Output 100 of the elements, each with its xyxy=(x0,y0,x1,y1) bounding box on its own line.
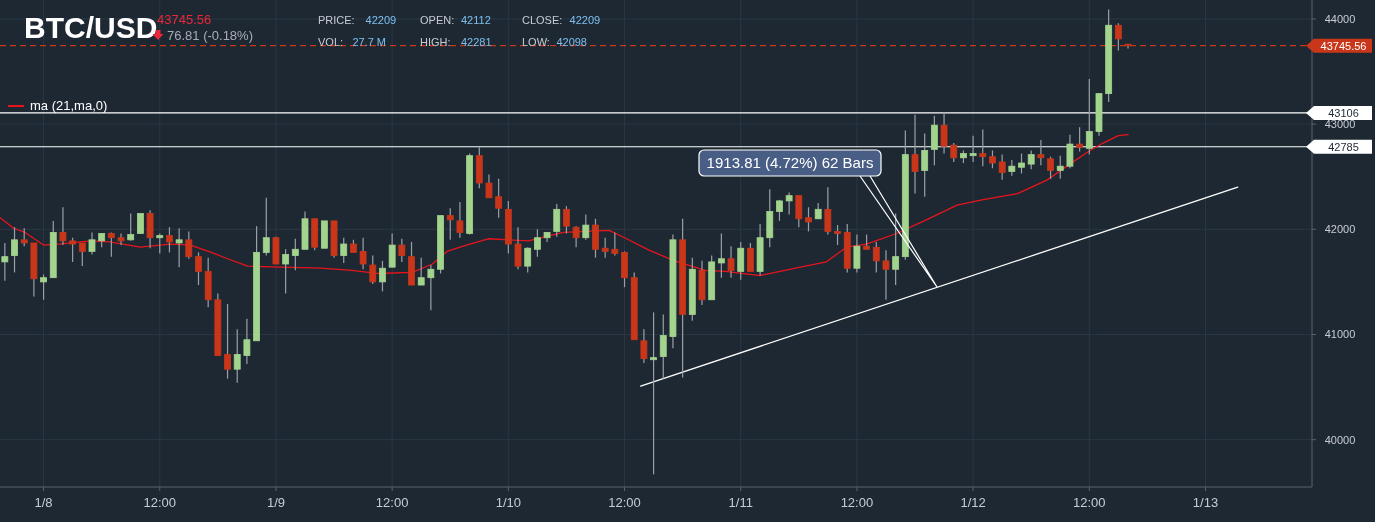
candlestick xyxy=(650,311,657,475)
x-tick-label: 1/9 xyxy=(266,495,285,510)
candlestick xyxy=(224,303,231,380)
candlestick xyxy=(882,249,890,301)
candlestick xyxy=(737,241,745,281)
annotation: LOW: 42098 xyxy=(522,36,587,48)
ref-line-label: 42785 xyxy=(1328,140,1359,153)
x-tick-label: 1/13 xyxy=(1192,495,1219,510)
candlestick xyxy=(727,245,735,279)
candlestick xyxy=(979,128,987,167)
x-tick-label: 1/11 xyxy=(728,495,753,510)
candlestick xyxy=(950,142,958,163)
candlestick xyxy=(243,318,251,365)
candlestick xyxy=(1056,155,1064,180)
candlestick xyxy=(582,213,590,241)
candlestick xyxy=(1018,152,1025,175)
candlestick xyxy=(11,226,18,274)
candlestick xyxy=(127,212,135,242)
annotation: 76.81 (-0.18%) xyxy=(167,28,253,43)
ref-line-label: 43106 xyxy=(1328,106,1359,119)
candlestick xyxy=(485,174,493,199)
candlestick xyxy=(107,231,115,258)
candlestick xyxy=(553,203,561,238)
candlestick xyxy=(1066,134,1074,169)
candlestick xyxy=(514,226,522,270)
candlestick xyxy=(156,232,164,255)
candlestick xyxy=(921,132,929,198)
candlestick xyxy=(1076,126,1084,153)
candlestick xyxy=(417,257,425,286)
x-tick-label: 12:00 xyxy=(1073,495,1106,510)
x-tick-label: 12:00 xyxy=(608,495,641,510)
candlestick xyxy=(1047,156,1054,180)
candlestick xyxy=(834,224,841,246)
candlestick xyxy=(185,230,193,260)
candlestick xyxy=(40,273,47,301)
annotation: CLOSE: 42209 xyxy=(522,14,601,26)
candlestick xyxy=(795,195,803,228)
candlestick xyxy=(195,251,202,286)
ref-line-label: 43745.56 xyxy=(1320,39,1367,52)
candlestick xyxy=(524,246,532,274)
candlestick xyxy=(533,228,541,258)
candlestick xyxy=(1037,139,1045,166)
candlestick xyxy=(940,111,948,155)
candlestick xyxy=(398,238,406,263)
candlestick xyxy=(233,328,241,384)
text: 43745.56 xyxy=(157,12,212,27)
annotation: PRICE: 42209 xyxy=(318,14,397,26)
candlestick xyxy=(69,237,77,263)
candlestick xyxy=(998,154,1006,181)
annotation: OPEN: 42112 xyxy=(420,14,491,26)
candlestick xyxy=(1085,78,1093,156)
candlestick xyxy=(340,237,348,264)
candlestick xyxy=(388,232,396,268)
candlestick xyxy=(379,260,386,292)
candlestick xyxy=(717,232,725,279)
candlestick xyxy=(659,313,667,380)
candlestick xyxy=(640,328,648,364)
x-tick-label: 1/8 xyxy=(34,495,53,510)
annotation: 1913.81 (4.72%) 62 Bars xyxy=(706,154,874,171)
y-tick-label: 44000 xyxy=(1324,12,1356,25)
legend-label: ma (21,ma,0) xyxy=(30,98,108,113)
x-tick-label: 1/12 xyxy=(960,495,986,510)
candlestick xyxy=(824,186,832,236)
candlestick xyxy=(872,241,880,274)
candlestick xyxy=(78,242,86,267)
candlestick xyxy=(785,191,793,216)
candlestick xyxy=(166,226,173,254)
candlestick xyxy=(369,255,377,285)
candlestick xyxy=(1027,149,1035,170)
candlestick xyxy=(805,206,812,232)
y-tick-label: 41000 xyxy=(1324,328,1356,341)
candlestick xyxy=(601,237,609,259)
candlestick xyxy=(456,201,464,239)
chart-title: BTC/USD xyxy=(24,11,158,44)
candlestick xyxy=(88,231,96,256)
x-tick-label: 12:00 xyxy=(840,495,874,510)
candlestick xyxy=(911,114,919,195)
candlestick xyxy=(359,237,367,270)
candlestick xyxy=(853,233,861,274)
candlestick xyxy=(572,225,580,248)
candlestick xyxy=(969,135,977,163)
candlestick xyxy=(59,206,67,246)
candlestick xyxy=(446,207,454,241)
annotation: VOL: 27.7 M xyxy=(318,36,387,48)
candlestick xyxy=(747,242,754,272)
x-tick-label: 12:00 xyxy=(143,495,177,510)
candlestick xyxy=(495,178,503,219)
x-tick-label: 1/10 xyxy=(495,495,521,510)
candlestick xyxy=(137,212,144,235)
candlestick xyxy=(892,212,900,286)
candlestick xyxy=(1,242,9,282)
annotation: HIGH: 42281 xyxy=(420,36,492,48)
y-tick-label: 43000 xyxy=(1324,118,1356,131)
candlestick xyxy=(175,227,183,268)
candlestick xyxy=(427,264,435,311)
x-tick-label: 12:00 xyxy=(375,495,409,510)
candlestick xyxy=(611,231,619,257)
y-tick-label: 40000 xyxy=(1324,433,1356,446)
candlestick xyxy=(563,205,570,235)
y-tick-label: 42000 xyxy=(1324,223,1356,236)
